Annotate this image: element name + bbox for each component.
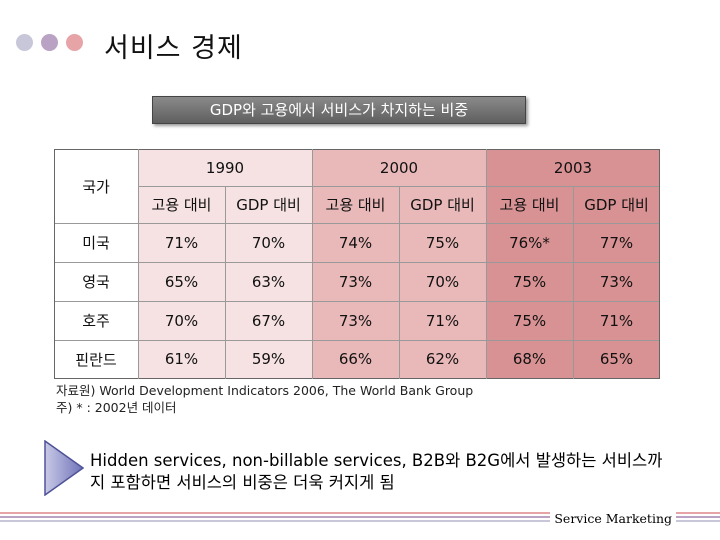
value-cell: 66%: [338, 350, 373, 368]
country-cell: 미국: [82, 234, 110, 252]
value-cell: 70%: [164, 311, 199, 330]
value-cell: 75%: [512, 311, 547, 330]
value-cell: 70%: [251, 233, 286, 252]
value-cell: 76%*: [509, 233, 550, 252]
value-cell: 70%: [425, 272, 460, 291]
value-cell: 68%: [512, 350, 547, 368]
footer-label: Service Marketing: [550, 511, 676, 526]
year-header: 1990: [205, 158, 245, 177]
value-cell: 71%: [164, 233, 199, 252]
value-cell: 65%: [599, 350, 634, 368]
bullet-dot-1: [16, 34, 33, 51]
value-cell: 71%: [599, 311, 634, 330]
table-caption: GDP와 고용에서 서비스가 차지하는 비중: [152, 96, 526, 124]
value-cell: 73%: [599, 272, 634, 291]
country-cell: 호주: [82, 312, 110, 330]
value-cell: 77%: [599, 233, 634, 252]
subheader-employment: 고용 대비: [325, 196, 386, 214]
value-cell: 67%: [251, 311, 286, 330]
subheader-gdp: GDP 대비: [236, 196, 301, 214]
country-cell: 핀란드: [75, 350, 117, 369]
value-cell: 61%: [164, 350, 199, 368]
value-cell: 75%: [512, 272, 547, 291]
source-note: 자료원) World Development Indicators 2006, …: [56, 382, 473, 416]
year-header: 2000: [379, 158, 419, 177]
country-cell: 영국: [82, 273, 110, 291]
bullet-dot-3: [66, 34, 83, 51]
conclusion-note: Hidden services, non-billable services, …: [90, 451, 663, 492]
value-cell: 73%: [338, 272, 373, 291]
source-line: 자료원) World Development Indicators 2006, …: [56, 383, 474, 398]
value-cell: 65%: [164, 272, 199, 291]
value-cell: 63%: [251, 272, 286, 291]
value-cell: 75%: [425, 233, 460, 252]
value-cell: 71%: [425, 311, 460, 330]
country-header: 국가: [82, 177, 110, 196]
subheader-gdp: GDP 대비: [584, 196, 649, 214]
value-cell: 74%: [338, 233, 373, 252]
subheader-gdp: GDP 대비: [410, 196, 475, 214]
value-cell: 73%: [338, 311, 373, 330]
value-cell: 62%: [425, 350, 460, 368]
right-arrow-icon: [44, 440, 84, 496]
service-share-table: 국가 1990 2000 2003 고용 대비 GDP 대비 고용 대비 GDP…: [54, 149, 660, 379]
title-bullets: [16, 34, 83, 51]
footnote-line: 주) * : 2002년 데이터: [56, 400, 177, 415]
slide-title: 서비스 경제: [104, 33, 243, 64]
value-cell: 59%: [251, 350, 286, 368]
subheader-employment: 고용 대비: [499, 196, 560, 214]
bullet-dot-2: [41, 34, 58, 51]
year-header: 2003: [553, 158, 593, 177]
subheader-employment: 고용 대비: [151, 196, 212, 214]
